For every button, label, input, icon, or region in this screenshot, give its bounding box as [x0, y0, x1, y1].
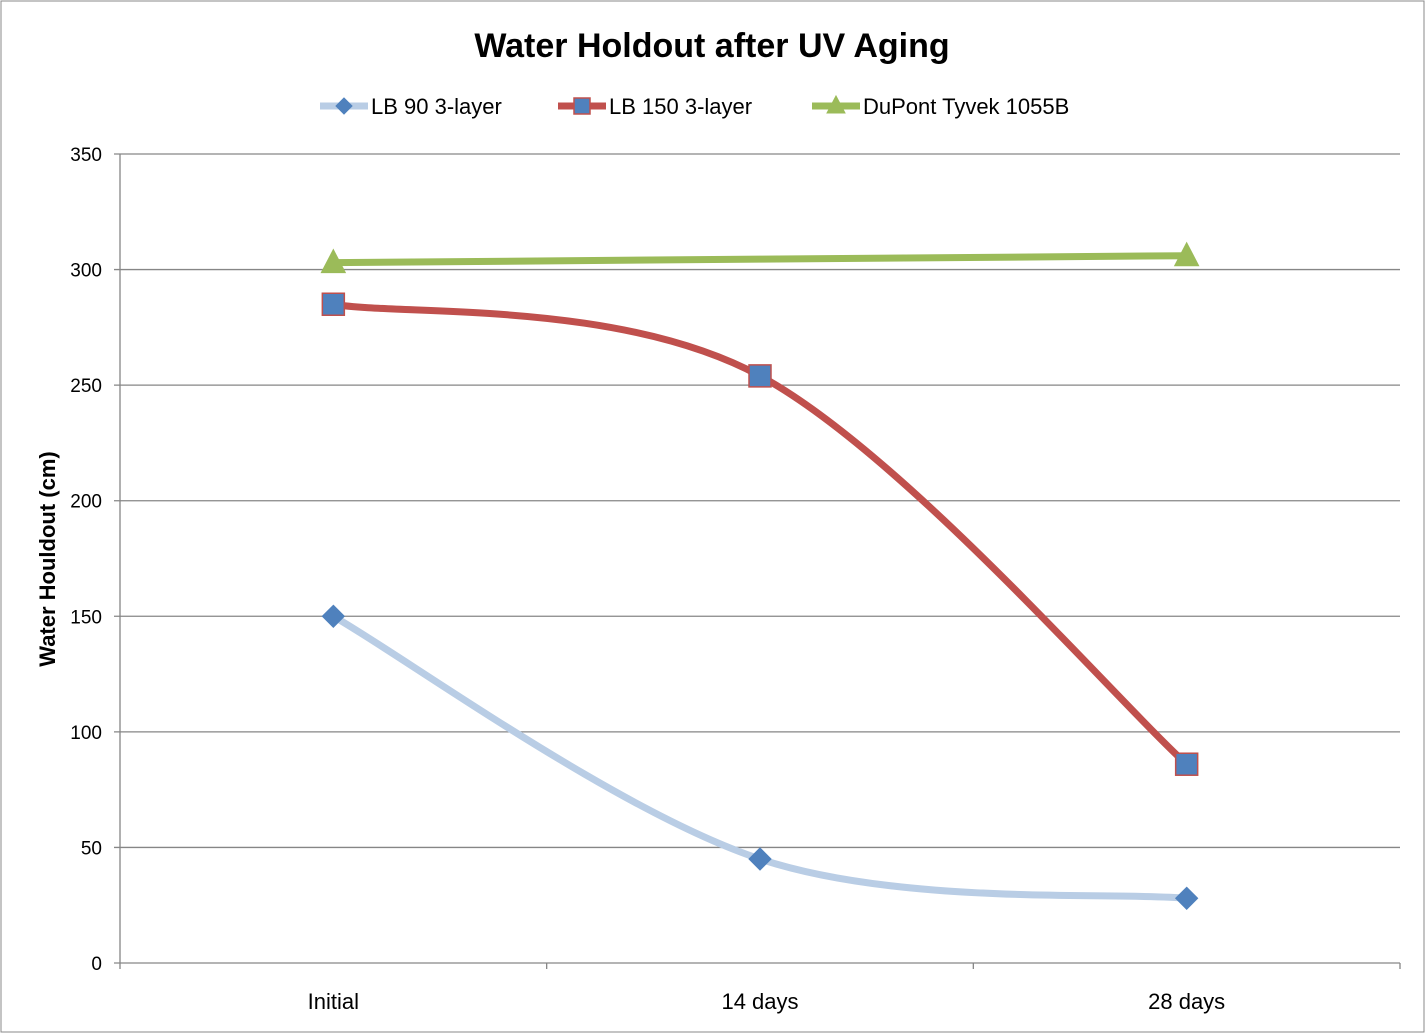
data-point [748, 847, 772, 871]
legend: LB 90 3-layer LB 150 3-layer DuPont Tyvek … [320, 94, 1069, 119]
x-tick-label: 28 days [1148, 989, 1225, 1014]
y-tick-label: 250 [70, 376, 102, 397]
data-point [320, 248, 347, 274]
series-line [329, 252, 1191, 267]
data-point [1173, 241, 1200, 267]
data-point [321, 604, 346, 628]
series-1 [321, 292, 1199, 776]
y-tick-label: 100 [70, 723, 102, 744]
legend-marker [335, 97, 353, 115]
legend-label: LB 150 3-layer [609, 94, 752, 119]
legend-marker [826, 94, 846, 114]
y-axis-ticks: 0 50 100 150 200 250 300 350 [70, 145, 102, 975]
legend-item-1: LB 150 3-layer [558, 94, 752, 119]
x-tick-label: 14 days [721, 989, 798, 1014]
series-2 [320, 241, 1200, 274]
legend-label: LB 90 3-layer [371, 94, 502, 119]
x-tick-label: Initial [308, 989, 359, 1014]
data-point [1174, 752, 1199, 776]
y-tick-label: 0 [91, 954, 102, 975]
y-tick-label: 200 [70, 492, 102, 513]
y-tick-label: 50 [81, 838, 102, 859]
y-axis-label: Water Houldout (cm) [35, 451, 60, 667]
data-point [1174, 886, 1199, 910]
y-tick-label: 150 [70, 607, 102, 628]
legend-label: DuPont Tyvek 1055B [863, 94, 1069, 119]
series-0 [321, 604, 1199, 910]
y-tick-label: 300 [70, 261, 102, 282]
chart-title: Water Holdout after UV Aging [474, 27, 949, 65]
x-axis-ticks: Initial 14 days 28 days [308, 989, 1226, 1014]
data-point [748, 364, 772, 388]
series-group [320, 241, 1200, 910]
legend-marker [573, 97, 591, 115]
legend-item-0: LB 90 3-layer [320, 94, 502, 119]
y-tick-label: 350 [70, 145, 102, 166]
data-point [321, 292, 346, 316]
legend-item-2: DuPont Tyvek 1055B [812, 94, 1069, 119]
